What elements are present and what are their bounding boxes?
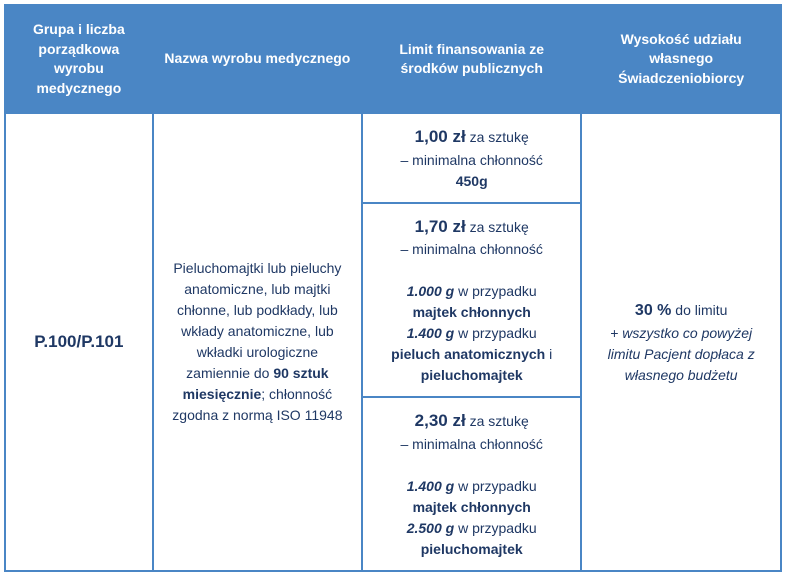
limit-tier-2: 1,70 zł za sztukę – minimalna chłonność … — [362, 203, 581, 398]
d31t: w przypadku — [454, 478, 536, 494]
header-limit: Limit finansowania ze środków publicznyc… — [362, 5, 581, 113]
d31b: majtek chłonnych — [413, 499, 531, 515]
patient-share: 30 % do limitu + wszystko co powyżej lim… — [581, 113, 781, 571]
product-description: Pieluchomajtki lub pieluchy anatomiczne,… — [153, 113, 362, 571]
header-group: Grupa i liczba porządkowa wyrobu medyczn… — [5, 5, 153, 113]
d1t: w przypadku — [454, 283, 536, 299]
min-abs-2: – minimalna chłonność — [400, 241, 542, 257]
per-3: za sztukę — [466, 413, 529, 429]
d1v: 1.000 g — [407, 283, 454, 299]
share-note: + wszystko co powyżej limitu Pacjent dop… — [608, 325, 755, 383]
d2b1: pieluch anatomicznych — [391, 346, 545, 362]
d32b: pieluchomajtek — [421, 541, 523, 557]
price-3: 2,30 zł — [415, 411, 466, 430]
abs-val-1: 450g — [456, 173, 488, 189]
min-abs-3: – minimalna chłonność — [400, 436, 542, 452]
min-abs-1: – minimalna chłonność — [400, 152, 542, 168]
share-percent: 30 % — [635, 302, 671, 319]
d2b2: pieluchomajtek — [421, 367, 523, 383]
header-share: Wysokość udziału własnego Świadczeniobio… — [581, 5, 781, 113]
per-1: za sztukę — [466, 129, 529, 145]
d2v: 1.400 g — [407, 325, 454, 341]
d31v: 1.400 g — [407, 478, 454, 494]
header-row: Grupa i liczba porządkowa wyrobu medyczn… — [5, 5, 781, 113]
group-code: P.100/P.101 — [5, 113, 153, 571]
per-2: za sztukę — [466, 219, 529, 235]
d2t: w przypadku — [454, 325, 536, 341]
price-1: 1,00 zł — [415, 127, 466, 146]
d32t: w przypadku — [454, 520, 536, 536]
share-text: do limitu — [671, 302, 727, 318]
desc-pre: Pieluchomajtki lub pieluchy anatomiczne,… — [173, 260, 341, 381]
financing-table: Grupa i liczba porządkowa wyrobu medyczn… — [4, 4, 782, 572]
d2and: i — [545, 346, 552, 362]
price-2: 1,70 zł — [415, 217, 466, 236]
limit-tier-1: 1,00 zł za sztukę – minimalna chłonność … — [362, 113, 581, 203]
limit-tier-3: 2,30 zł za sztukę – minimalna chłonność … — [362, 397, 581, 571]
d32v: 2.500 g — [407, 520, 454, 536]
table-row: P.100/P.101 Pieluchomajtki lub pieluchy … — [5, 113, 781, 203]
header-product: Nazwa wyrobu medycznego — [153, 5, 362, 113]
d1b: majtek chłonnych — [413, 304, 531, 320]
